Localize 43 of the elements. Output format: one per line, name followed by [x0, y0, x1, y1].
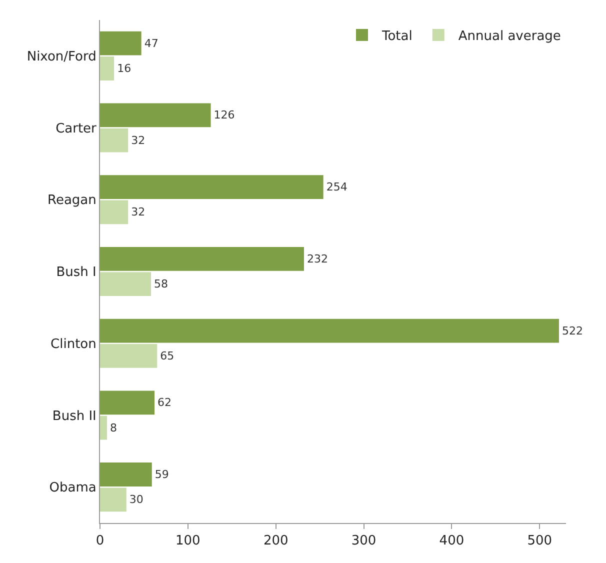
data-label: 16 — [117, 62, 132, 76]
data-label: 232 — [306, 252, 328, 266]
y-tick-label: Nixon/Ford — [26, 49, 96, 64]
x-tick-label: 500 — [527, 534, 552, 549]
bar — [100, 390, 155, 415]
bar — [100, 416, 108, 440]
y-tick-label: Bush II — [52, 408, 96, 424]
x-tick-label: 100 — [176, 534, 200, 549]
y-tick-label: Obama — [49, 480, 96, 496]
x-tick-label: 0 — [96, 534, 104, 549]
bar — [100, 344, 158, 368]
y-tick-label: Clinton — [50, 336, 96, 352]
data-label: 32 — [131, 134, 146, 147]
bar — [100, 318, 559, 343]
data-label: 65 — [160, 349, 174, 362]
bar — [100, 200, 128, 224]
bar — [100, 31, 142, 56]
bar — [100, 175, 324, 200]
bar — [100, 462, 152, 486]
legend-label: Annual average — [458, 29, 561, 44]
data-label: 254 — [326, 180, 348, 194]
bar — [100, 488, 126, 512]
data-label: 59 — [154, 468, 169, 481]
x-tick-label: 200 — [263, 534, 288, 549]
data-label: 8 — [110, 421, 118, 434]
legend-label: Total — [381, 29, 412, 44]
data-label: 30 — [129, 493, 144, 506]
data-label: 32 — [131, 206, 146, 219]
y-tick-label: Bush I — [56, 265, 96, 280]
data-label: 47 — [144, 36, 158, 50]
bar — [100, 246, 304, 271]
data-label: 58 — [154, 278, 168, 291]
data-label: 62 — [158, 396, 172, 410]
x-tick-label: 400 — [439, 534, 464, 549]
y-tick-label: Reagan — [48, 193, 96, 208]
data-label: 126 — [214, 108, 235, 122]
y-tick-label: Carter — [56, 121, 98, 136]
x-tick-label: 300 — [351, 534, 376, 549]
bar — [100, 103, 211, 128]
data-label: 522 — [562, 324, 583, 338]
bar — [100, 128, 128, 152]
bar — [100, 56, 114, 80]
bar — [100, 272, 151, 296]
